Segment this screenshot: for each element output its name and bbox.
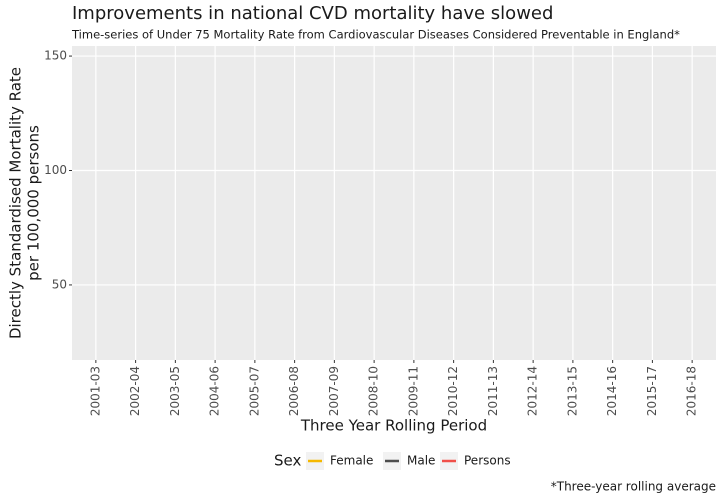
y-tick-label: 100 xyxy=(44,163,67,177)
x-tick-label: 2008-10 xyxy=(367,366,381,416)
x-tick-label: 2009-11 xyxy=(406,366,420,416)
panel xyxy=(72,46,716,360)
legend-label: Persons xyxy=(464,454,511,468)
x-axis-title: Three Year Rolling Period xyxy=(300,417,487,435)
x-tick-label: 2001-03 xyxy=(88,366,102,416)
x-tick-label: 2004-06 xyxy=(208,366,222,416)
x-tick-label: 2015-17 xyxy=(645,366,659,416)
x-tick-label: 2010-12 xyxy=(446,366,460,416)
x-tick-label: 2016-18 xyxy=(685,366,699,416)
chart-title: Improvements in national CVD mortality h… xyxy=(72,3,553,24)
legend-label: Female xyxy=(330,454,373,468)
y-axis-title-line: Directly Standardised Mortality Rate xyxy=(7,67,25,339)
y-tick-label: 150 xyxy=(44,49,67,63)
x-tick-label: 2005-07 xyxy=(247,366,261,416)
x-tick-label: 2007-09 xyxy=(327,366,341,416)
x-tick-label: 2013-15 xyxy=(565,366,579,416)
chart-subtitle: Time-series of Under 75 Mortality Rate f… xyxy=(71,28,680,42)
legend-title: Sex xyxy=(274,452,301,470)
x-tick-label: 2006-08 xyxy=(287,366,301,416)
y-tick-label: 50 xyxy=(52,277,67,291)
caption: *Three-year rolling average xyxy=(551,480,716,494)
x-tick-label: 2011-13 xyxy=(486,366,500,416)
x-tick-label: 2003-05 xyxy=(168,366,182,416)
x-tick-label: 2002-04 xyxy=(128,366,142,416)
x-tick-label: 2014-16 xyxy=(605,366,619,416)
y-axis-title: Directly Standardised Mortality Rate per… xyxy=(7,67,43,339)
legend-label: Male xyxy=(407,454,435,468)
x-tick-label: 2012-14 xyxy=(526,366,540,416)
y-axis-title-line: per 100,000 persons xyxy=(25,125,43,281)
